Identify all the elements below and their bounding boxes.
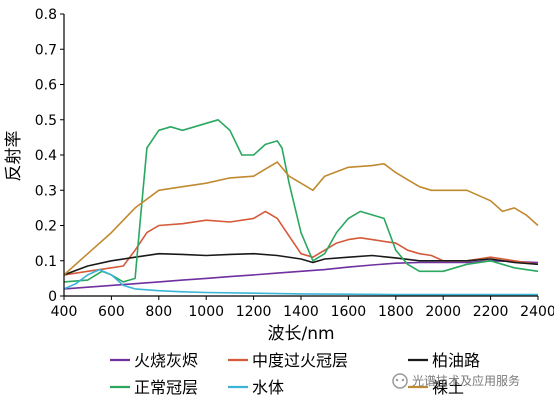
y-axis-title: 反射率 (4, 131, 24, 182)
x-tick-label: 2400 (520, 304, 554, 320)
wechat-icon-dot (395, 378, 399, 382)
y-tick-label: 0.8 (35, 7, 57, 23)
y-tick-label: 0 (48, 289, 57, 305)
watermark-text: 光谱技术及应用服务 (412, 373, 520, 388)
y-tick-label: 0.7 (35, 42, 57, 58)
legend-item: 裸土 (408, 378, 464, 397)
x-tick-label: 600 (98, 304, 125, 320)
series-line-4 (63, 268, 538, 296)
y-tick-label: 0.6 (35, 78, 57, 94)
x-tick-label: 1000 (188, 304, 224, 320)
series-line-1 (63, 210, 539, 276)
series-line-3 (63, 119, 539, 283)
series-lines (63, 119, 539, 296)
x-tick-label: 2000 (425, 304, 461, 320)
legend-item: 火烧灰烬 (110, 351, 198, 370)
x-tick-label: 400 (51, 304, 78, 320)
legend-label: 正常冠层 (134, 378, 198, 397)
x-tick-label: 2200 (473, 304, 509, 320)
x-tick-label: 1400 (283, 304, 319, 320)
y-tick-label: 0.1 (35, 254, 57, 270)
series-line-0 (63, 259, 539, 290)
x-tick-label: 800 (145, 304, 172, 320)
legend-item: 水体 (228, 378, 284, 397)
legend-item: 中度过火冠层 (228, 351, 348, 370)
legend-label: 水体 (252, 378, 284, 397)
x-tick-label: 1600 (331, 304, 367, 320)
x-axis-title: 波长/nm (267, 324, 334, 344)
watermark: 光谱技术及应用服务 (392, 373, 520, 389)
series-line-5 (63, 161, 539, 276)
wechat-icon-dot (401, 378, 405, 382)
legend-label: 裸土 (432, 378, 464, 397)
x-tick-label: 1200 (236, 304, 272, 320)
series-line-2 (63, 252, 539, 276)
legend-item: 正常冠层 (110, 378, 198, 397)
legend-label: 柏油路 (432, 351, 480, 370)
legend-label: 中度过火冠层 (252, 351, 348, 370)
legend-item: 柏油路 (408, 351, 480, 370)
y-tick-label: 0.3 (35, 183, 57, 199)
y-tick-label: 0.5 (35, 113, 57, 129)
wechat-icon (392, 373, 408, 389)
x-tick-label: 1800 (378, 304, 414, 320)
tick-labels: 400 600 800 1000 1200 1400 1600 1800 2000 2200 240… (35, 7, 554, 320)
y-tick-label: 0.2 (35, 219, 57, 235)
legend-label: 火烧灰烬 (134, 351, 198, 370)
y-tick-label: 0.4 (35, 148, 57, 164)
